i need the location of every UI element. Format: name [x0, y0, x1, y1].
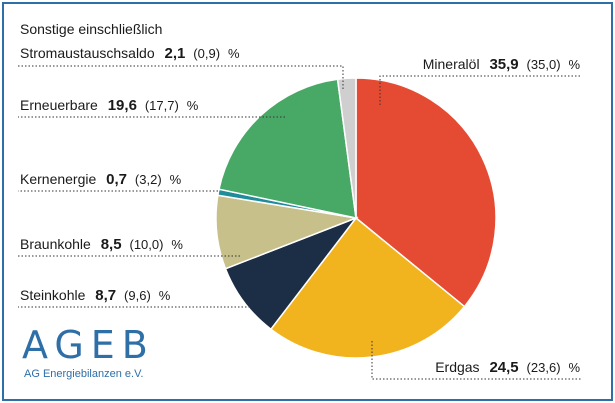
label-kernenergie: Kernenergie 0,7 (3,2) %: [20, 171, 182, 188]
label-erdgas: Erdgas 24,5 (23,6) %: [435, 359, 580, 376]
pie-slice-erdgas: [269, 216, 466, 359]
label-sonstige-line2: Stromaustauschsaldo 2,1 (0,9) %: [20, 45, 240, 62]
ageb-logo-subtitle: AG Energiebilanzen e.V.: [24, 368, 144, 380]
pie-chart: Mineralöl 35,9 (35,0) % Erdgas 24,5 (23,…: [18, 21, 582, 380]
pie-slice-mineraloel: [355, 77, 497, 308]
leader-mineraloel: [379, 75, 582, 105]
label-erneuerbare: Erneuerbare 19,6 (17,7) %: [20, 97, 199, 114]
label-mineraloel: Mineralöl 35,9 (35,0) %: [423, 56, 581, 73]
pie-slice-sonstige: [336, 77, 357, 219]
ageb-logo: AGEB: [22, 323, 155, 367]
pie-slice-erneuerbare: [218, 78, 357, 219]
label-steinkohle: Steinkohle 8,7 (9,6) %: [20, 287, 171, 304]
label-sonstige-line1: Sonstige einschließlich: [20, 21, 162, 37]
leader-sonstige: [18, 65, 344, 89]
pie-slices: [215, 77, 497, 359]
label-braunkohle: Braunkohle 8,5 (10,0) %: [20, 236, 183, 253]
